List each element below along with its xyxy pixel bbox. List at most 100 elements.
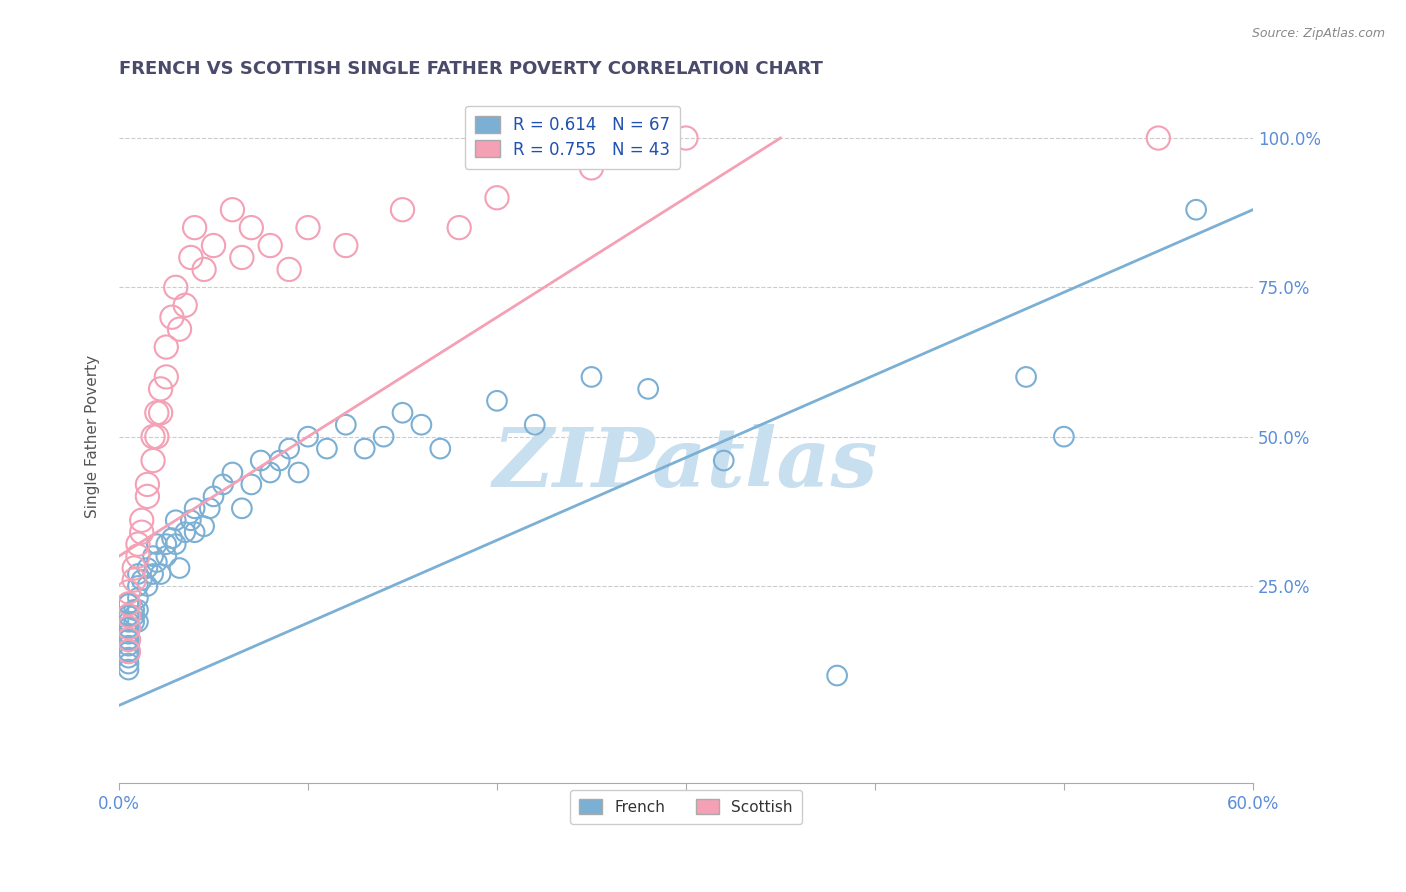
Point [485, 393, 508, 408]
Point [429, 442, 451, 456]
Point [117, 621, 139, 635]
Point [127, 591, 149, 605]
Point [165, 513, 187, 527]
Point [193, 262, 215, 277]
Point [117, 663, 139, 677]
Point [391, 406, 413, 420]
Point [180, 251, 202, 265]
Point [127, 615, 149, 629]
Point [117, 585, 139, 599]
Point [122, 615, 145, 629]
Point [117, 657, 139, 671]
Point [169, 322, 191, 336]
Point [249, 453, 271, 467]
Point [155, 537, 177, 551]
Point [127, 603, 149, 617]
Point [373, 430, 395, 444]
Point [146, 555, 169, 569]
Point [127, 537, 149, 551]
Point [117, 597, 139, 611]
Point [221, 202, 243, 217]
Point [117, 621, 139, 635]
Point [136, 561, 159, 575]
Point [411, 417, 433, 432]
Point [174, 298, 197, 312]
Point [581, 370, 603, 384]
Point [183, 525, 205, 540]
Point [127, 579, 149, 593]
Point [146, 430, 169, 444]
Point [193, 519, 215, 533]
Point [142, 430, 165, 444]
Point [449, 220, 471, 235]
Point [117, 608, 139, 623]
Point [335, 417, 357, 432]
Point [278, 442, 301, 456]
Point [117, 645, 139, 659]
Point [202, 238, 225, 252]
Point [155, 340, 177, 354]
Point [122, 603, 145, 617]
Point [149, 382, 172, 396]
Point [316, 442, 339, 456]
Point [160, 310, 183, 325]
Point [165, 537, 187, 551]
Point [117, 597, 139, 611]
Point [391, 202, 413, 217]
Point [180, 513, 202, 527]
Point [117, 632, 139, 647]
Point [825, 668, 848, 682]
Point [581, 161, 603, 175]
Point [240, 220, 263, 235]
Point [122, 608, 145, 623]
Point [149, 406, 172, 420]
Point [278, 262, 301, 277]
Point [221, 466, 243, 480]
Point [240, 477, 263, 491]
Point [198, 501, 221, 516]
Point [136, 579, 159, 593]
Point [117, 608, 139, 623]
Point [353, 442, 375, 456]
Point [136, 477, 159, 491]
Point [297, 430, 319, 444]
Point [122, 573, 145, 587]
Point [127, 549, 149, 563]
Point [127, 567, 149, 582]
Point [160, 531, 183, 545]
Point [202, 489, 225, 503]
Point [155, 370, 177, 384]
Point [146, 406, 169, 420]
Point [183, 501, 205, 516]
Text: Source: ZipAtlas.com: Source: ZipAtlas.com [1251, 27, 1385, 40]
Point [287, 466, 309, 480]
Point [713, 453, 735, 467]
Point [485, 191, 508, 205]
Point [117, 626, 139, 640]
Point [117, 645, 139, 659]
Point [169, 561, 191, 575]
Point [165, 280, 187, 294]
Point [231, 501, 253, 516]
Point [1185, 202, 1208, 217]
Point [117, 615, 139, 629]
Point [335, 238, 357, 252]
Point [1147, 131, 1170, 145]
Point [637, 382, 659, 396]
Point [269, 453, 291, 467]
Point [117, 639, 139, 653]
Point [131, 573, 153, 587]
Point [1053, 430, 1076, 444]
Point [183, 220, 205, 235]
Point [149, 567, 172, 582]
Legend: French, Scottish: French, Scottish [571, 789, 801, 824]
Point [117, 650, 139, 665]
Point [117, 632, 139, 647]
Point [297, 220, 319, 235]
Point [212, 477, 235, 491]
Point [146, 537, 169, 551]
Point [1015, 370, 1038, 384]
Point [523, 417, 546, 432]
Point [155, 549, 177, 563]
Point [122, 561, 145, 575]
